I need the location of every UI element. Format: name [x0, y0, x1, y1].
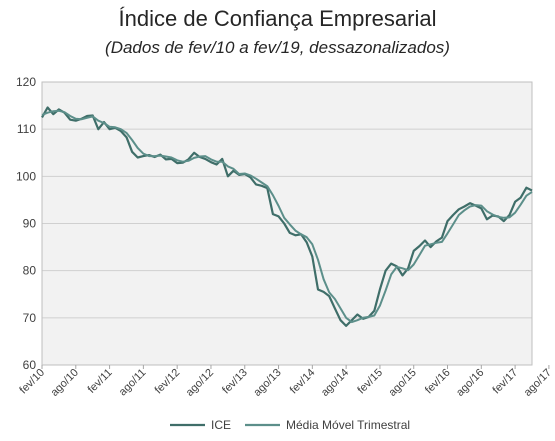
- legend: ICE Média Móvel Trimestral: [170, 418, 410, 432]
- y-tick-label: 80: [23, 264, 37, 278]
- x-tick-label: ago/12: [184, 367, 216, 399]
- chart-title: Índice de Confiança Empresarial: [118, 6, 437, 31]
- x-tick-label: fev/15: [355, 367, 385, 397]
- y-tick-label: 60: [23, 358, 37, 372]
- x-tick-label: fev/17: [491, 367, 521, 397]
- legend-label: Média Móvel Trimestral: [286, 418, 410, 432]
- plot-area: [41, 81, 533, 366]
- x-tick-label: fev/16: [423, 367, 453, 397]
- x-tick-label: fev/11: [86, 367, 115, 396]
- y-tick-label: 90: [23, 217, 37, 231]
- chart-subtitle: (Dados de fev/10 a fev/19, dessazonaliza…: [105, 38, 450, 57]
- x-axis: fev/10 ago/10 fev/11 ago/11 fev/12 ago/12 fev/…: [17, 365, 554, 399]
- x-tick-label: ago/17: [522, 367, 554, 399]
- x-tick-label: fev/14: [288, 367, 318, 397]
- legend-label: ICE: [211, 418, 231, 432]
- series-line-media-movel: [41, 109, 533, 324]
- y-tick-label: 100: [16, 169, 36, 183]
- x-tick-label: ago/10: [49, 367, 81, 399]
- x-tick-label: ago/16: [454, 367, 486, 399]
- series-lines: [41, 106, 533, 327]
- x-tick-label: fev/13: [220, 367, 250, 397]
- x-tick-label: fev/12: [153, 367, 183, 397]
- y-tick-label: 110: [17, 122, 36, 136]
- y-axis: 60 70 80 90 100 110 120: [16, 75, 36, 372]
- x-tick-label: ago/15: [387, 367, 419, 399]
- y-tick-label: 120: [16, 75, 36, 89]
- x-tick-label: ago/11: [117, 367, 149, 399]
- series-line-ice: [41, 106, 533, 327]
- y-tick-label: 70: [23, 311, 37, 325]
- x-tick-label: ago/13: [251, 367, 283, 399]
- x-tick-label: ago/14: [319, 367, 351, 399]
